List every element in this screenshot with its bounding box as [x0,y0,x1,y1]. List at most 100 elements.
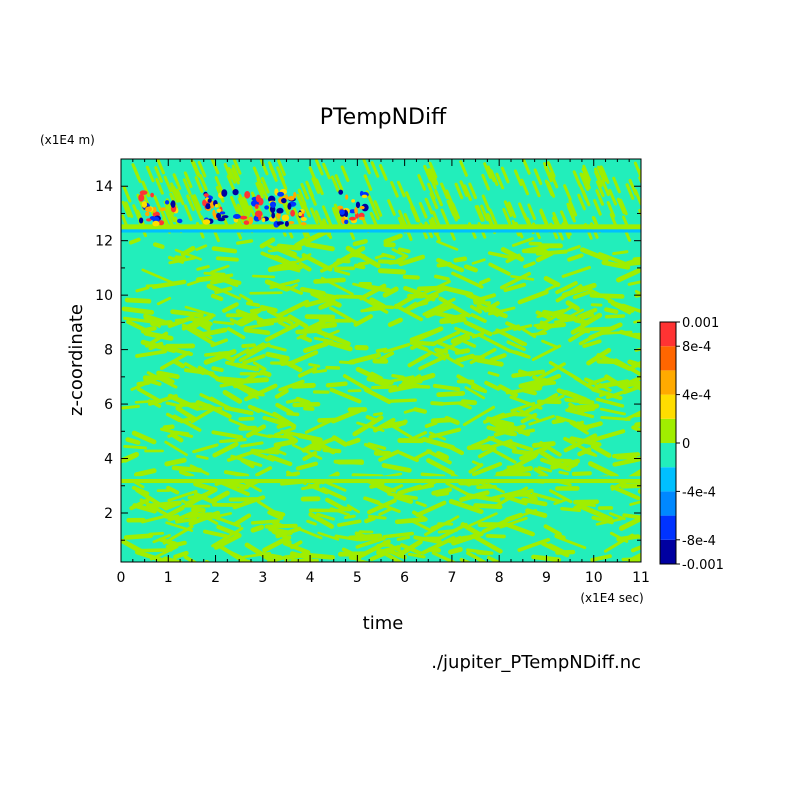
field-streak [377,268,407,275]
field-streak [595,397,625,408]
field-streak [449,445,465,456]
field-streak [348,352,382,365]
anomaly-blob [150,192,155,198]
field-streak [199,393,232,410]
field-streak [393,494,414,504]
field-streak [265,351,290,361]
field-streak [268,260,296,271]
field-streak [382,286,399,298]
field-streak [382,420,407,429]
field-streak [317,531,340,541]
field-streak [365,415,378,422]
field-streak [231,164,241,182]
field-streak [168,256,196,265]
field-streak [165,401,183,408]
field-streak [367,498,397,515]
field-streak [418,280,452,297]
field-streak [314,210,324,227]
field-streak [132,166,142,183]
field-streak [216,275,242,285]
field-streak [260,176,270,194]
colorbar-segment [660,443,676,468]
field-streak [622,513,641,520]
field-streak [180,245,196,257]
field-streak [231,348,250,360]
field-streak [233,513,252,527]
colorbar-tick-label: -0.001 [682,558,724,573]
field-streak [593,199,602,216]
field-streak [329,507,350,517]
field-streak [511,369,546,378]
field-streak [543,524,562,537]
field-streak [463,264,478,273]
field-streak [435,450,450,460]
field-streak [396,180,406,198]
field-streak [405,191,414,208]
field-streak [306,519,317,526]
colorbar-segment [660,394,676,419]
field-streak [386,548,407,560]
field-streak [426,458,455,476]
field-streak [604,374,631,393]
field-streak [600,167,610,184]
field-streak [243,383,278,402]
field-streak [292,402,321,408]
field-streak [599,391,610,398]
field-streak [160,210,170,228]
field-streak [561,282,597,298]
field-streak [183,171,193,189]
field-streak [508,440,534,452]
field-streak [604,307,619,314]
field-streak [166,485,180,495]
field-streak [228,418,251,430]
field-streak [434,189,444,207]
field-streak [535,249,568,256]
field-streak [226,450,254,462]
field-streak [331,207,341,224]
field-streak [190,406,217,424]
anomaly-blob [205,203,211,210]
field-streak [213,320,235,326]
field-streak [198,318,213,326]
field-streak [401,378,421,388]
field-streak [312,368,328,374]
field-streak [454,326,477,338]
colorbar-tick-label: -8e-4 [682,534,716,549]
field-streak [486,425,518,437]
field-streak [523,261,536,269]
anomaly-blob [361,203,369,212]
x-tick-label: 3 [258,570,267,586]
field-streak [152,242,165,249]
field-streak [387,199,396,216]
field-streak [475,357,504,367]
field-streak [415,500,427,508]
field-streak [371,385,398,390]
field-streak [619,260,641,267]
field-streak [447,515,460,524]
field-streak [424,421,438,429]
field-streak [466,551,487,562]
anomaly-blob [177,218,183,224]
field-streak [149,545,179,561]
field-streak [430,330,461,347]
field-streak [311,322,338,330]
field-streak [424,197,434,215]
field-streak [577,193,586,211]
field-streak [275,402,294,415]
field-streak [374,253,387,260]
field-streak [229,195,239,213]
anomaly-blob [264,205,270,210]
anomaly-blob [358,216,365,221]
field-streak [240,441,264,448]
field-streak [472,295,503,314]
field-streak [417,174,426,191]
anomaly-blob [287,195,295,201]
field-streak [388,259,403,265]
field-streak [596,165,606,183]
field-streak [174,248,202,261]
field-streak [211,366,224,373]
field-streak [484,380,501,391]
field-streak [616,268,641,283]
field-streak [460,399,478,406]
field-streak [160,427,194,438]
